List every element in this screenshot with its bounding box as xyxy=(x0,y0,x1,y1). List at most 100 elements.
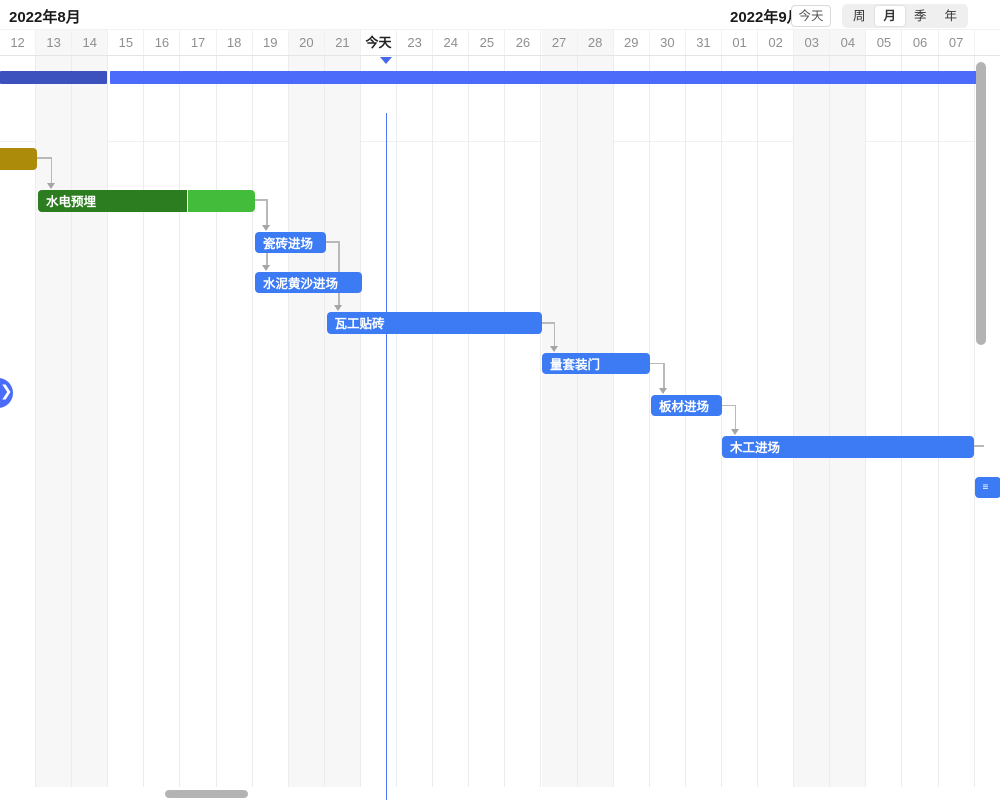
grid-column-weekend xyxy=(36,56,73,787)
date-cell: 12 xyxy=(0,30,37,55)
grid-column xyxy=(722,56,759,787)
date-cell: 02 xyxy=(758,30,795,55)
connector-arrow-icon xyxy=(334,304,343,311)
current-month-label: 2022年8月 xyxy=(9,9,81,26)
date-cell: 24 xyxy=(433,30,470,55)
task-bar-label: 木工进场 xyxy=(730,441,781,455)
date-cell: 25 xyxy=(469,30,506,55)
grid-column xyxy=(361,56,398,787)
grid-column xyxy=(758,56,795,787)
grid-column xyxy=(903,56,939,787)
grid-column xyxy=(217,56,253,787)
grid-column xyxy=(108,56,145,787)
date-cell: 31 xyxy=(686,30,722,55)
toolbar: 2022年9月 2022年8月 今天 周月季 年 xyxy=(0,0,1000,30)
date-cell: 03 xyxy=(794,30,831,55)
dependency-connector xyxy=(254,199,268,201)
view-option-周[interactable]: 周 xyxy=(852,9,866,23)
task-bar-label: 量套装门 xyxy=(550,358,601,372)
grid-column xyxy=(144,56,181,787)
date-header-row: 12 13 14 15 16 17 18 19 20 21 今天 23 24 25 26 27 28 29 30 31… xyxy=(0,30,1000,56)
dependency-connector xyxy=(734,404,736,429)
grid-column xyxy=(866,56,903,787)
grid-column xyxy=(650,56,686,787)
today-marker-icon xyxy=(380,57,392,64)
task-bar-label: 瓦工贴砖 xyxy=(334,317,385,331)
task-bar-label: 水电预埋 xyxy=(46,195,97,209)
connector-arrow-icon xyxy=(730,428,739,435)
date-cell: 30 xyxy=(650,30,686,55)
date-cell: 15 xyxy=(108,30,145,55)
dependency-connector xyxy=(266,199,268,225)
dependency-connector xyxy=(553,322,555,346)
grid-column xyxy=(686,56,722,787)
dependency-connector xyxy=(541,322,555,324)
date-cell: 05 xyxy=(866,30,903,55)
connector-arrow-icon xyxy=(262,224,271,231)
task-bancaijinchang[interactable]: 板材进场 xyxy=(651,395,722,416)
summary-done[interactable] xyxy=(0,70,107,84)
grid-column xyxy=(181,56,217,787)
date-cell: 14 xyxy=(72,30,109,55)
grid-column xyxy=(397,56,434,787)
connector-arrow-icon xyxy=(659,388,668,394)
date-cell: 18 xyxy=(217,30,253,55)
date-cell-today: 今天 xyxy=(361,30,398,55)
date-cell: 27 xyxy=(541,30,578,55)
task-mugongjinchang[interactable]: 木工进场 xyxy=(722,435,974,458)
task-bar-label: 瓷砖进场 xyxy=(263,236,314,251)
date-cell: 29 xyxy=(614,30,650,55)
date-cell: 17 xyxy=(181,30,217,55)
dependency-connector xyxy=(326,241,340,243)
date-cell: 13 xyxy=(36,30,73,55)
date-cell: 07 xyxy=(939,30,975,55)
task-liangtaozhuangmen[interactable]: 量套装门 xyxy=(542,353,650,374)
today-line xyxy=(385,113,387,800)
task-wagongtiezhuan[interactable]: 瓦工贴砖 xyxy=(326,311,542,334)
dependency-connector xyxy=(266,253,268,265)
summary-row-divider xyxy=(0,141,975,142)
grid-column xyxy=(253,56,289,787)
dependency-connector xyxy=(663,362,665,388)
view-option-月-selected[interactable]: 月 xyxy=(874,6,905,26)
task-shuinihuangsha[interactable]: 水泥黄沙进场 xyxy=(255,272,362,293)
task-bar-label: 水泥黄沙进场 xyxy=(263,277,339,291)
grid-column xyxy=(614,56,650,787)
connector-arrow-icon xyxy=(262,265,271,271)
view-option-年[interactable]: 年 xyxy=(944,9,957,23)
task-bar-label: 板材进场 xyxy=(659,400,710,414)
date-cell: 26 xyxy=(505,30,542,55)
grid-column-weekend xyxy=(541,56,578,787)
task-shuidianyumai[interactable]: 水电预埋 xyxy=(38,189,255,212)
dependency-connector xyxy=(50,157,52,183)
date-cell: 06 xyxy=(903,30,939,55)
date-cell: 04 xyxy=(830,30,867,55)
grid-column xyxy=(939,56,975,787)
summary-rest[interactable] xyxy=(109,70,978,84)
grid-column-weekend xyxy=(577,56,614,787)
view-switcher: 周月季 年 xyxy=(842,4,968,28)
date-cell: 20 xyxy=(288,30,325,55)
grid-column xyxy=(433,56,470,787)
view-option-季[interactable]: 季 xyxy=(913,9,927,23)
next-month-label: 2022年9月 xyxy=(730,9,802,26)
task-shuidianyumai-progress xyxy=(38,189,188,212)
connector-arrow-icon xyxy=(549,346,558,352)
grid-column xyxy=(0,56,37,787)
horizontal-scrollbar-thumb[interactable] xyxy=(165,790,248,798)
expand-sidebar-button[interactable]: ❯ xyxy=(0,378,13,408)
grid-column-weekend xyxy=(288,56,325,787)
dependency-connector xyxy=(722,404,736,406)
dependency-connector xyxy=(650,362,665,364)
task-cizhuanjinchang[interactable]: 瓷砖进场 xyxy=(255,231,326,253)
grid-column-weekend xyxy=(324,56,361,787)
grid-column-weekend xyxy=(72,56,109,787)
connector-arrow-icon xyxy=(46,182,55,189)
task-clipped-left[interactable] xyxy=(0,147,37,170)
task-clipped-right[interactable]: ≡ xyxy=(974,477,1000,498)
today-button[interactable]: 今天 xyxy=(791,5,831,27)
task-bar-label: ≡ xyxy=(982,482,989,493)
vertical-scrollbar-thumb[interactable] xyxy=(976,62,986,345)
grid-column xyxy=(505,56,542,787)
